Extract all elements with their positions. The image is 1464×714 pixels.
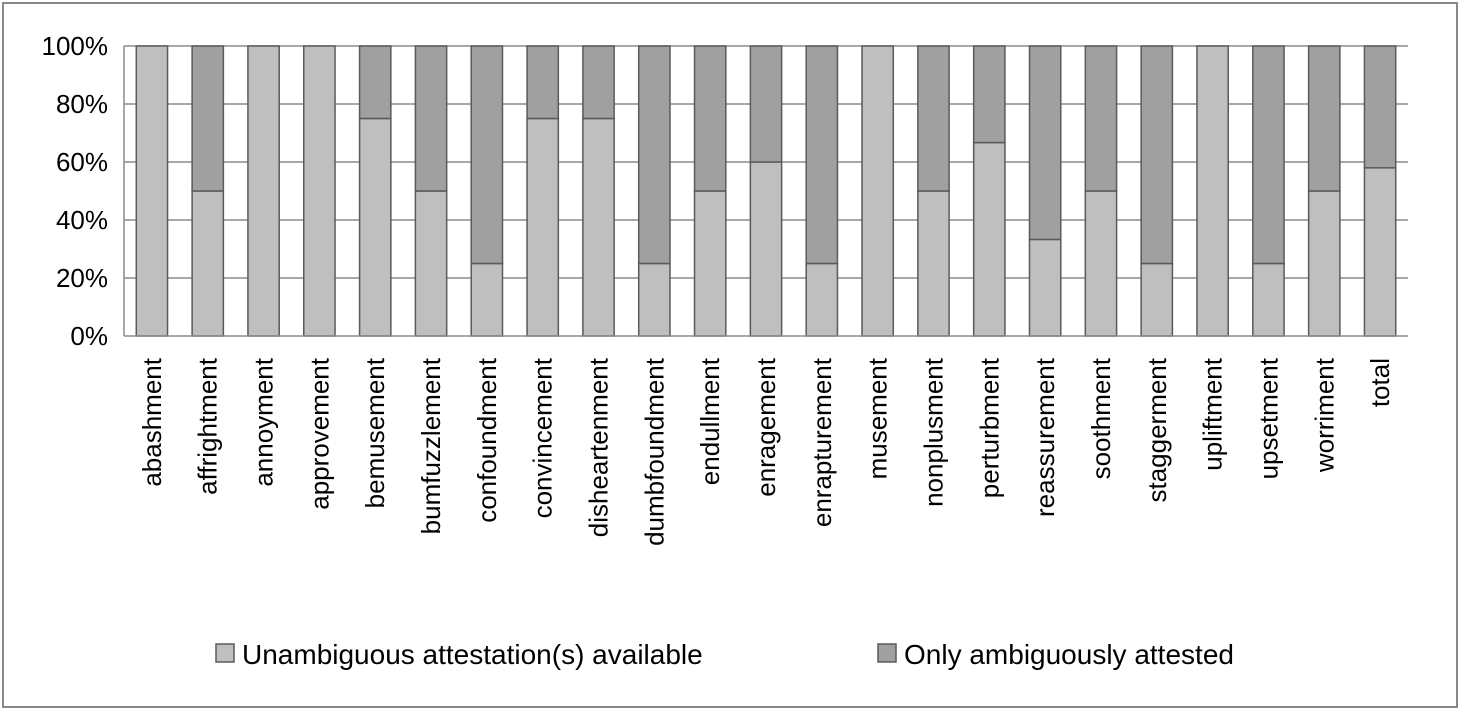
bar-segment-staggerment-series-2 [1140,45,1174,265]
category-label: reassurement [1030,357,1060,517]
bar-segment-confoundment-series-2 [470,45,504,265]
category-labels: abashment affrightment annoyment approvemen… [137,357,1395,546]
category-label: convincement [528,357,558,518]
bar-segment-total-series-2 [1363,45,1397,169]
bar-segment-reassurement-series-1 [1028,238,1062,337]
bar-segment-endullment-series-2 [693,45,727,192]
bar-segment-abashment-series-1 [135,45,169,337]
bar-segment-enrapturement-series-1 [805,262,839,337]
category-label: abashment [137,357,167,486]
bar-segment-perturbment-series-1 [972,141,1006,337]
y-tick-label: 20% [56,263,108,293]
bar-segment-dumbfoundment-series-1 [637,262,671,337]
bar-segment-nonplusment-series-1 [917,190,950,337]
bar-segment-reassurement-series-2 [1028,45,1062,241]
category-label: musement [863,357,893,479]
bar-segment-soothment-series-1 [1084,190,1118,337]
bar-segment-approvement-series-1 [303,45,336,337]
category-label: soothment [1086,357,1116,479]
stacked-bar-chart: 0% 20% 40% 60% 80% 100% abashment affrightment… [42,31,1408,670]
bar-segment-upsetment-series-2 [1252,45,1285,265]
y-tick-labels: 0% 20% 40% 60% 80% 100% [42,31,109,351]
bar-segment-enragement-series-2 [749,45,783,163]
category-label: nonplusment [918,357,948,507]
category-label: upsetment [1253,357,1283,479]
y-tick-label: 40% [56,205,108,235]
category-label: bumfuzzlement [416,357,446,534]
category-label: worriment [1309,357,1339,473]
y-tick-label: 0% [70,321,108,351]
bar-segment-perturbment-series-2 [972,45,1006,144]
category-label: affrightment [193,357,223,495]
bar-segment-total-series-1 [1363,167,1397,337]
bar-segment-soothment-series-2 [1084,45,1118,192]
bar-segment-upliftment-series-1 [1196,45,1229,337]
legend: Unambiguous attestation(s) available Only… [215,639,1234,670]
category-label: endullment [695,357,725,485]
bar-segment-bumfuzzlement-series-2 [414,45,448,192]
y-tick-label: 60% [56,147,108,177]
legend-label-series-2: Only ambiguously attested [904,639,1234,670]
bar-segment-affrightment-series-1 [191,190,225,337]
bar-segment-musement-series-1 [861,45,895,337]
axes [123,46,1408,337]
legend-swatch-series-1 [215,643,235,663]
category-label: enragement [751,357,781,497]
category-label: dumbfoundment [639,357,669,546]
bar-segment-endullment-series-1 [693,190,727,337]
bar-segment-disheartenment-series-1 [582,117,615,337]
bar-segment-affrightment-series-2 [191,45,225,192]
bar-segment-worriment-series-1 [1307,190,1341,337]
legend-swatch-series-2 [877,643,897,663]
bar-segment-nonplusment-series-2 [917,45,950,192]
category-label: perturbment [974,357,1004,498]
bar-segment-bemusement-series-1 [358,117,392,337]
bar-segment-confoundment-series-1 [470,262,504,337]
bar-segment-enragement-series-1 [749,161,783,337]
y-tick-label: 80% [56,89,108,119]
bars [135,45,1397,337]
category-label: approvement [304,357,334,510]
bar-segment-worriment-series-2 [1307,45,1341,192]
category-label: disheartenment [584,357,614,537]
category-label: enrapturement [807,357,837,527]
bar-segment-convincement-series-2 [526,45,560,120]
category-label: upliftment [1198,357,1228,470]
category-label: total [1365,358,1395,407]
category-label: confoundment [472,357,502,523]
category-label: staggerment [1142,357,1172,502]
bar-segment-enrapturement-series-2 [805,45,839,265]
y-tick-label: 100% [42,31,109,61]
category-label: annoyment [249,357,279,486]
bar-segment-disheartenment-series-2 [582,45,615,120]
bar-segment-bemusement-series-2 [358,45,392,120]
bar-segment-upsetment-series-1 [1252,262,1285,337]
bar-segment-bumfuzzlement-series-1 [414,190,448,337]
legend-label-series-1: Unambiguous attestation(s) available [242,639,703,670]
bar-segment-annoyment-series-1 [247,45,280,337]
bar-segment-dumbfoundment-series-2 [637,45,671,265]
category-label: bemusement [360,357,390,508]
bar-segment-convincement-series-1 [526,117,560,337]
bar-segment-staggerment-series-1 [1140,262,1174,337]
